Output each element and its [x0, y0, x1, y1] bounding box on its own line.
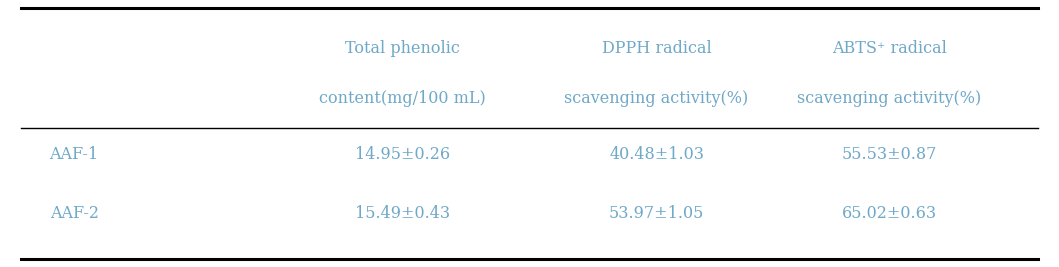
- Text: 65.02±0.63: 65.02±0.63: [842, 205, 937, 222]
- Text: scavenging activity(%): scavenging activity(%): [797, 90, 982, 107]
- Text: ABTS⁺ radical: ABTS⁺ radical: [832, 40, 947, 57]
- Text: 15.49±0.43: 15.49±0.43: [355, 205, 450, 222]
- Text: DPPH radical: DPPH radical: [602, 40, 712, 57]
- Text: AAF-2: AAF-2: [50, 205, 98, 222]
- Text: 53.97±1.05: 53.97±1.05: [609, 205, 704, 222]
- Text: AAF-1: AAF-1: [50, 146, 98, 163]
- Text: 55.53±0.87: 55.53±0.87: [842, 146, 937, 163]
- Text: 14.95±0.26: 14.95±0.26: [355, 146, 450, 163]
- Text: 40.48±1.03: 40.48±1.03: [609, 146, 704, 163]
- Text: Total phenolic: Total phenolic: [345, 40, 460, 57]
- Text: content(mg/100 mL): content(mg/100 mL): [319, 90, 486, 107]
- Text: scavenging activity(%): scavenging activity(%): [564, 90, 749, 107]
